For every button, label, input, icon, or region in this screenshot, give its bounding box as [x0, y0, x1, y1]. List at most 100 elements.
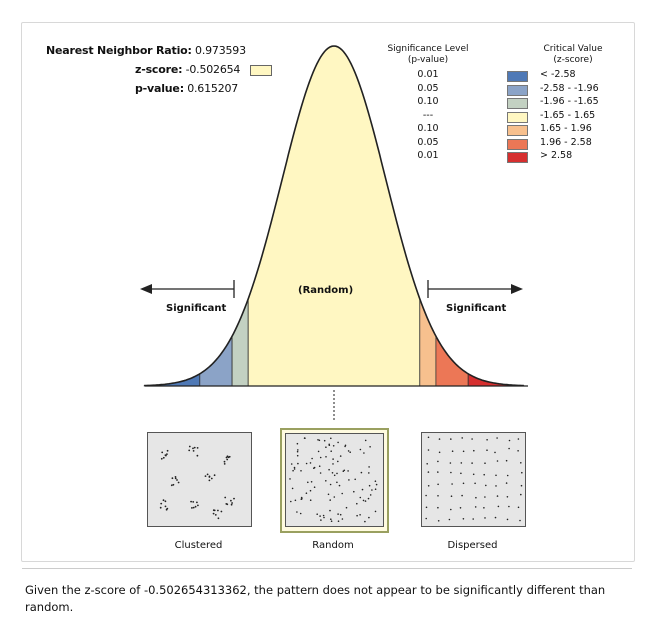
point: [506, 518, 509, 521]
point: [192, 447, 194, 450]
p-value-value: 0.615207: [187, 82, 239, 95]
point: [368, 472, 370, 474]
point: [188, 449, 191, 452]
point: [332, 458, 334, 460]
point: [192, 506, 195, 509]
point: [519, 519, 521, 522]
point: [356, 514, 358, 517]
point: [296, 450, 299, 453]
divider: [22, 568, 632, 569]
point: [330, 450, 332, 452]
point: [374, 510, 377, 513]
point: [160, 502, 163, 505]
clustered-panel: [147, 432, 252, 527]
z-score-value: -0.502654: [185, 63, 241, 76]
point: [460, 472, 462, 475]
point: [521, 471, 523, 474]
point: [347, 450, 350, 452]
random-caption: Random: [312, 540, 354, 551]
point: [336, 481, 338, 484]
point: [188, 445, 191, 448]
point: [517, 438, 520, 440]
point: [484, 496, 486, 498]
point: [364, 520, 366, 523]
point: [291, 487, 294, 490]
legend-pvalue: 0.10: [417, 96, 439, 107]
point: [341, 492, 343, 495]
point: [341, 518, 344, 520]
point: [471, 462, 473, 464]
point: [166, 507, 169, 510]
point: [233, 497, 235, 500]
nnr-label: Nearest Neighbor Ratio:: [46, 44, 192, 57]
point: [427, 485, 430, 487]
point: [304, 437, 306, 439]
point: [483, 507, 485, 509]
point: [371, 489, 373, 491]
point: [325, 456, 327, 458]
legend-pvalue: 0.01: [417, 69, 439, 80]
point: [508, 447, 510, 450]
point: [505, 482, 508, 484]
point: [230, 499, 232, 502]
point: [316, 513, 318, 515]
point: [319, 515, 321, 517]
dispersed-panel: [421, 432, 526, 527]
legend-pvalue: ---: [422, 109, 434, 121]
point: [172, 483, 175, 486]
point: [505, 459, 508, 462]
point: [354, 478, 356, 481]
point: [192, 501, 195, 503]
point: [307, 481, 309, 484]
point: [337, 513, 339, 515]
legend-zrange: < -2.58: [540, 69, 576, 80]
legend-pvalue: 0.01: [417, 150, 439, 161]
point: [484, 517, 486, 519]
legend-zrange: -1.65 - 1.65: [540, 109, 596, 121]
dispersed-caption: Dispersed: [447, 540, 498, 551]
point: [339, 455, 342, 457]
legend-pvalue: 0.10: [417, 123, 439, 134]
point: [337, 520, 340, 522]
random-panel: [285, 433, 384, 527]
legend-swatch: [507, 98, 528, 109]
clustered-caption: Clustered: [174, 540, 223, 551]
point: [345, 506, 348, 509]
point: [296, 511, 298, 513]
point: [338, 484, 341, 487]
legend-zrange: 1.96 - 2.58: [540, 136, 592, 148]
point: [329, 483, 332, 486]
point: [344, 445, 346, 448]
point: [317, 450, 320, 453]
point: [520, 462, 522, 464]
point: [374, 488, 377, 490]
point: [496, 437, 498, 439]
point: [486, 439, 488, 441]
point: [313, 486, 316, 488]
point: [425, 506, 428, 509]
point: [300, 496, 303, 499]
point: [159, 506, 162, 509]
point: [313, 466, 316, 469]
point: [438, 438, 441, 440]
legend-swatch: [507, 111, 528, 123]
point: [462, 518, 465, 520]
point: [508, 439, 511, 442]
result-summary: Given the z-score of -0.502654313362, th…: [25, 583, 606, 614]
legend-crit-header-line2: (z-score): [553, 55, 593, 65]
point: [231, 502, 233, 504]
point: [506, 474, 509, 477]
point: [437, 460, 439, 463]
point: [319, 472, 322, 474]
point: [437, 495, 439, 497]
point: [329, 509, 331, 512]
point: [339, 513, 342, 516]
legend-swatch: [507, 138, 528, 150]
point: [361, 488, 364, 491]
point: [212, 509, 215, 512]
point: [472, 518, 474, 520]
random-pattern-graphic: [289, 437, 378, 523]
point: [208, 479, 211, 482]
curve-outline: [144, 45, 524, 387]
point: [190, 500, 192, 503]
